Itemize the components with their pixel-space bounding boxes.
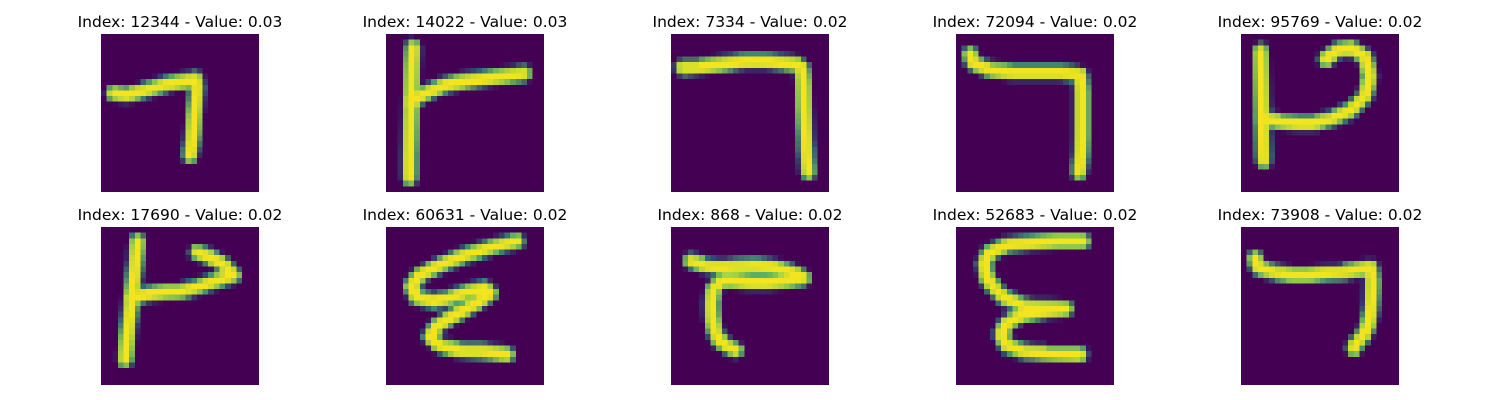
panel-title: Index: 868 - Value: 0.02 [657, 206, 843, 224]
panel-title: Index: 17690 - Value: 0.02 [77, 206, 283, 224]
panel-3: Index: 7334 - Value: 0.02 [605, 12, 895, 192]
panel-9: Index: 52683 - Value: 0.02 [890, 205, 1180, 385]
digit-image [1241, 34, 1399, 192]
panel-1: Index: 12344 - Value: 0.03 [35, 12, 325, 192]
digit-image [671, 34, 829, 192]
panel-6: Index: 17690 - Value: 0.02 [35, 205, 325, 385]
digit-image [101, 34, 259, 192]
digit-image [386, 227, 544, 385]
digit-image [956, 34, 1114, 192]
panel-title: Index: 14022 - Value: 0.03 [362, 13, 568, 31]
panel-title: Index: 95769 - Value: 0.02 [1217, 13, 1423, 31]
panel-2: Index: 14022 - Value: 0.03 [320, 12, 610, 192]
panel-8: Index: 868 - Value: 0.02 [605, 205, 895, 385]
digit-image [101, 227, 259, 385]
digit-image [386, 34, 544, 192]
panel-10: Index: 73908 - Value: 0.02 [1175, 205, 1465, 385]
digit-image [671, 227, 829, 385]
panel-title: Index: 60631 - Value: 0.02 [362, 206, 568, 224]
panel-title: Index: 73908 - Value: 0.02 [1217, 206, 1423, 224]
panel-title: Index: 7334 - Value: 0.02 [652, 13, 848, 31]
digit-image [1241, 227, 1399, 385]
panel-4: Index: 72094 - Value: 0.02 [890, 12, 1180, 192]
panel-title: Index: 52683 - Value: 0.02 [932, 206, 1138, 224]
panel-7: Index: 60631 - Value: 0.02 [320, 205, 610, 385]
panel-5: Index: 95769 - Value: 0.02 [1175, 12, 1465, 192]
panel-title: Index: 72094 - Value: 0.02 [932, 13, 1138, 31]
panel-title: Index: 12344 - Value: 0.03 [77, 13, 283, 31]
digit-image [956, 227, 1114, 385]
